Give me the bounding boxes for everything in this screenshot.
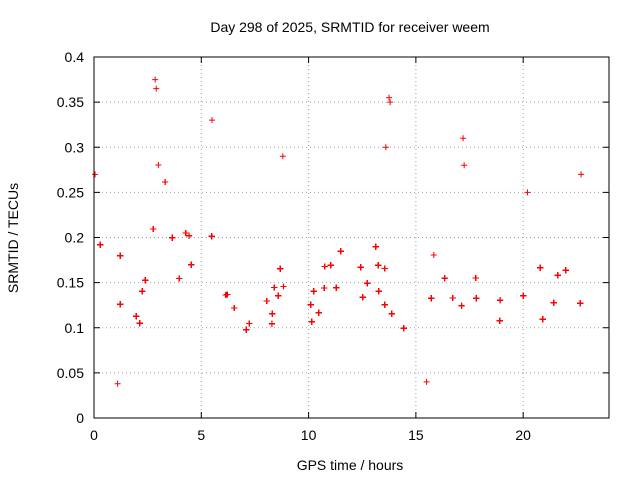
data-point [359, 294, 366, 301]
data-point [372, 243, 379, 250]
y-tick-label: 0.4 [65, 49, 85, 65]
x-tick-label: 15 [408, 427, 424, 443]
y-tick-label: 0.15 [57, 275, 84, 291]
data-point [150, 226, 157, 233]
data-point [321, 284, 328, 291]
data-point [520, 292, 527, 299]
data-point [375, 288, 382, 295]
chart-title: Day 298 of 2025, SRMTID for receiver wee… [210, 19, 489, 35]
data-point [139, 288, 146, 295]
data-point [307, 301, 314, 308]
data-point [537, 264, 544, 271]
data-point [315, 309, 322, 316]
data-point [169, 234, 176, 241]
data-point [114, 380, 121, 387]
data-point [231, 304, 238, 311]
data-point [458, 302, 465, 309]
data-point [430, 252, 437, 259]
data-point [375, 262, 382, 269]
data-point [364, 280, 371, 287]
data-point [524, 189, 531, 196]
data-point [310, 288, 317, 295]
data-point [269, 310, 276, 317]
data-point [246, 320, 253, 327]
data-point [382, 144, 389, 151]
x-tick-label: 5 [197, 427, 205, 443]
data-point [280, 283, 287, 290]
data-point [209, 117, 216, 124]
y-tick-label: 0.35 [57, 94, 84, 110]
data-point [117, 252, 124, 259]
data-point [386, 94, 393, 101]
data-point [263, 298, 270, 305]
data-point [473, 295, 480, 302]
y-tick-label: 0.05 [57, 365, 84, 381]
data-point [162, 179, 169, 186]
y-tick-label: 0.1 [65, 320, 85, 336]
grid-lines [94, 57, 609, 418]
data-point [133, 313, 140, 320]
data-point [243, 326, 250, 333]
y-tick-label: 0.3 [65, 139, 85, 155]
data-point [460, 135, 467, 142]
data-point [381, 301, 388, 308]
x-tick-label: 0 [90, 427, 98, 443]
data-point [117, 301, 124, 308]
data-point [142, 277, 149, 284]
data-point [279, 153, 286, 160]
data-point [423, 378, 430, 385]
data-point [496, 317, 503, 324]
data-point [550, 299, 557, 306]
data-point [562, 267, 569, 274]
data-point [224, 291, 231, 298]
data-point [577, 300, 584, 307]
data-point [136, 320, 143, 327]
data-point [152, 76, 159, 83]
x-tick-label: 20 [515, 427, 531, 443]
data-point [327, 262, 334, 269]
y-axis-label: SRMTID / TECUs [5, 183, 21, 293]
data-point [176, 275, 183, 282]
axis-ticks: 0 0.05 0.1 0.15 0.2 0.25 0.3 0.35 0.4 0 5 10 15 20 [57, 49, 609, 443]
data-point [182, 230, 189, 237]
data-point [387, 99, 394, 106]
data-point [357, 264, 364, 271]
data-point [97, 241, 104, 248]
data-point [208, 233, 215, 240]
data-point [268, 320, 275, 327]
data-point [321, 263, 328, 270]
y-tick-label: 0 [76, 410, 84, 426]
data-point [428, 295, 435, 302]
data-point [578, 171, 585, 178]
x-tick-label: 10 [301, 427, 317, 443]
data-point [92, 171, 99, 178]
data-point [400, 325, 407, 332]
data-point [308, 318, 315, 325]
data-point [539, 316, 546, 323]
data-point [449, 294, 456, 301]
data-point [381, 265, 388, 272]
data-point [461, 162, 468, 169]
data-point [337, 248, 344, 255]
data-point [277, 265, 284, 272]
data-point [275, 292, 282, 299]
data-point [186, 232, 193, 239]
scatter-points [92, 76, 585, 387]
data-point [554, 272, 561, 279]
y-tick-label: 0.2 [65, 230, 85, 246]
x-axis-label: GPS time / hours [297, 457, 404, 473]
data-point [497, 297, 504, 304]
data-point [271, 284, 278, 291]
data-point [388, 310, 395, 317]
data-point [472, 275, 479, 282]
data-point [333, 284, 340, 291]
data-point [153, 85, 160, 92]
data-point [155, 162, 162, 169]
y-tick-label: 0.25 [57, 184, 84, 200]
data-point [188, 261, 195, 268]
data-point [441, 275, 448, 282]
